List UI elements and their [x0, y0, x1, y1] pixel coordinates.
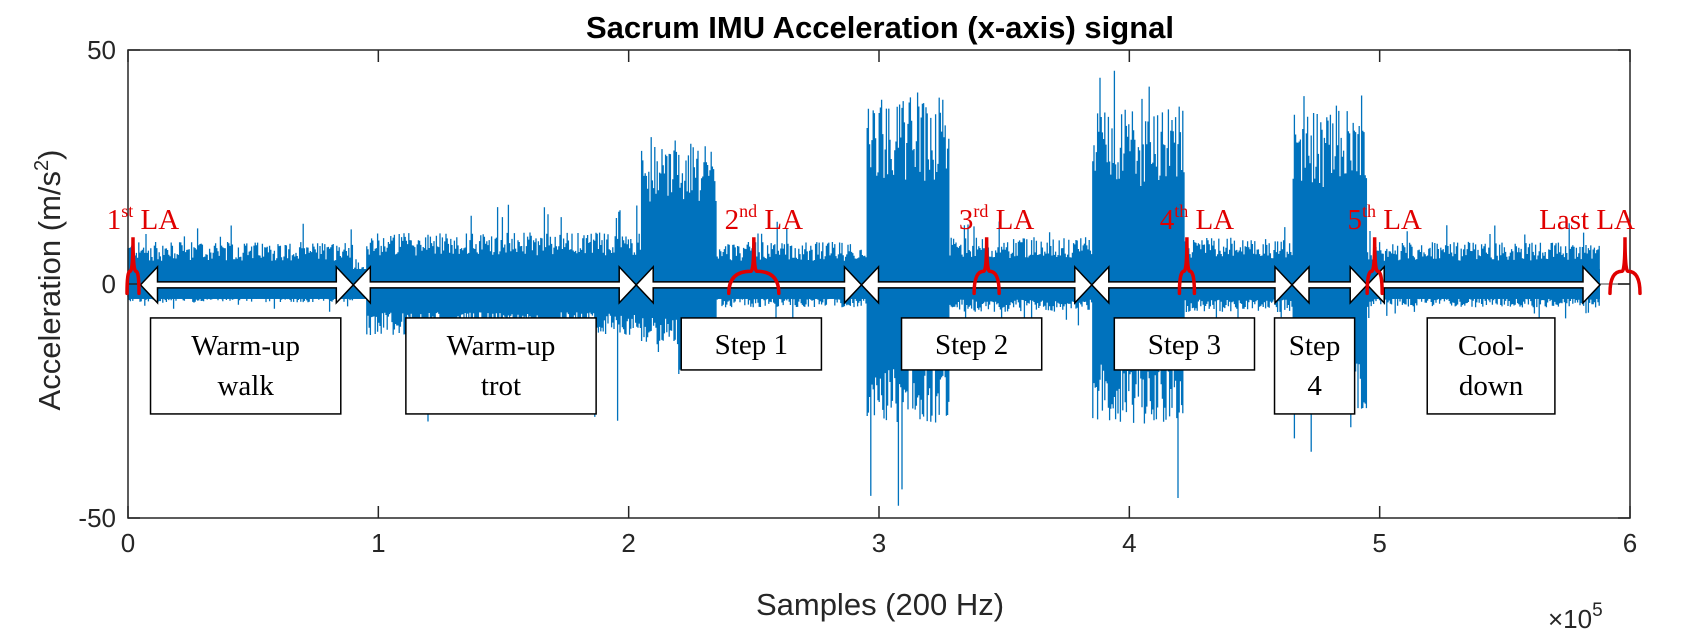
phase-annotations: Warm-up walk Warm-up trot Step 1 Step 2 Step 3… [139, 265, 1602, 415]
phase-label: Step 1 [715, 329, 788, 361]
x-axis-title-group: Samples (200 Hz) [756, 587, 1004, 622]
phase-box [680, 317, 823, 371]
x-exponent-group: ×105 [1548, 600, 1603, 634]
phase-label: Step [1289, 330, 1341, 362]
la-label-sup: rd [973, 201, 988, 221]
phase-box [1273, 317, 1356, 415]
phase-5: Step 4 [1273, 265, 1369, 415]
la-marker-4: 5th LA [1347, 201, 1422, 296]
la-brace [972, 237, 1001, 296]
la-label: 5th LA [1347, 201, 1421, 236]
y-axis-title-group: Acceleration (m/s2) [31, 150, 67, 411]
la-label-sup: th [1174, 201, 1188, 221]
x-exponent-label: ×10 [1548, 604, 1592, 634]
la-label-post: LA [1188, 204, 1234, 236]
x-tick-label: 3 [872, 528, 886, 558]
x-tick-label: 6 [1623, 528, 1637, 558]
la-marker-1: 2nd LA [725, 201, 803, 296]
la-label-pre: Last [1539, 204, 1589, 236]
phase-box [149, 317, 342, 415]
x-exponent-sup: 5 [1592, 600, 1603, 621]
phase-label: down [1459, 370, 1524, 402]
la-label: 2nd LA [725, 201, 803, 236]
la-label-post: LA [1376, 204, 1422, 236]
phase-box [1426, 317, 1556, 415]
x-tick-label: 1 [371, 528, 385, 558]
la-label-sup: nd [739, 201, 757, 221]
chart-title: Sacrum IMU Acceleration (x-axis) signal [586, 10, 1174, 45]
la-marker-3: 4th LA [1160, 201, 1234, 296]
phase-label: trot [481, 370, 521, 402]
la-label-post: LA [1589, 204, 1635, 236]
la-label: 3rd LA [959, 201, 1034, 236]
svg-text:×105: ×105 [1548, 600, 1603, 634]
la-marker-2: 3rd LA [959, 201, 1034, 296]
la-brace [727, 237, 781, 296]
y-axis-title: Acceleration (m/s [32, 171, 67, 410]
la-label: 1st LA [107, 201, 179, 236]
phase-6: Cool-down [1366, 265, 1602, 415]
phase-label: Cool- [1458, 330, 1524, 362]
la-label-post: LA [757, 204, 803, 236]
svg-text:Acceleration (m/s2): Acceleration (m/s2) [31, 150, 67, 411]
x-axis-title: Samples (200 Hz) [756, 587, 1004, 622]
la-label-post: LA [133, 204, 179, 236]
x-tick-label: 4 [1122, 528, 1136, 558]
phase-box [405, 317, 597, 415]
phase-label: 4 [1307, 370, 1322, 402]
phase-1: Warm-up trot [352, 265, 638, 415]
y-axis-title-end: ) [32, 150, 67, 160]
phase-arrow [1366, 265, 1602, 305]
la-label-sup: st [121, 201, 133, 221]
la-label: Last LA [1539, 204, 1635, 236]
la-brace [1608, 237, 1642, 296]
phase-label: Warm-up [447, 330, 556, 362]
la-label-pre: 4 [1160, 204, 1175, 236]
phase-label: Warm-up [191, 330, 300, 362]
la-label-post: LA [988, 204, 1034, 236]
phase-0: Warm-up walk [139, 265, 355, 415]
la-annotations: 1st LA 2nd LA 3rd LA 4th LA 5th LA Last LA [107, 201, 1642, 296]
x-tick-label: 0 [121, 528, 135, 558]
x-tick-label: 5 [1372, 528, 1386, 558]
la-label-pre: 5 [1347, 204, 1362, 236]
phase-label: Step 3 [1148, 329, 1221, 361]
la-brace [1365, 237, 1384, 296]
x-tick-label: 2 [621, 528, 635, 558]
la-label-pre: 1 [107, 204, 122, 236]
phase-label: Step 2 [935, 329, 1008, 361]
y-tick-label: -50 [78, 503, 116, 533]
phase-4: Step 3 [1090, 265, 1294, 371]
la-label: 4th LA [1160, 201, 1234, 236]
y-tick-label: 50 [87, 35, 116, 65]
la-brace [1177, 237, 1197, 296]
phase-box [900, 317, 1043, 371]
phase-2: Step 1 [635, 265, 863, 371]
phase-box [1113, 317, 1256, 371]
phase-label: walk [217, 370, 274, 402]
y-axis-title-sup: 2 [31, 160, 53, 171]
la-label-pre: 3 [959, 204, 974, 236]
la-marker-5: Last LA [1539, 204, 1642, 296]
la-label-pre: 2 [725, 204, 740, 236]
y-tick-label: 0 [102, 269, 116, 299]
la-label-sup: th [1362, 201, 1376, 221]
